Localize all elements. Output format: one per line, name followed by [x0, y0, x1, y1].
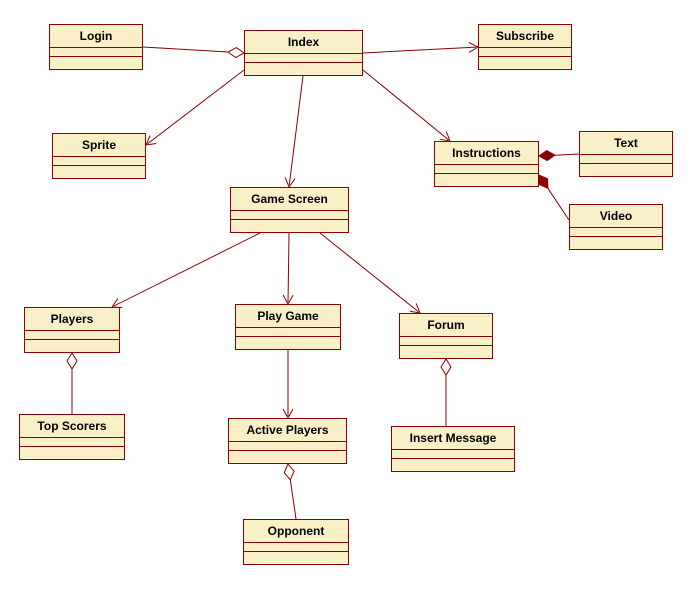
node-forum-title: Forum [400, 314, 492, 337]
node-game-screen: Game Screen [230, 187, 349, 233]
node-insert-message-title: Insert Message [392, 427, 514, 450]
node-players: Players [24, 307, 120, 353]
node-players-title: Players [25, 308, 119, 331]
node-login: Login [49, 24, 143, 70]
node-video: Video [569, 204, 663, 250]
node-instructions: Instructions [434, 141, 539, 187]
node-active-players: Active Players [228, 418, 347, 464]
node-login-title: Login [50, 25, 142, 48]
node-subscribe-title: Subscribe [479, 25, 571, 48]
node-game-screen-title: Game Screen [231, 188, 348, 211]
node-opponent: Opponent [243, 519, 349, 565]
node-active-players-title: Active Players [229, 419, 346, 442]
node-instructions-title: Instructions [435, 142, 538, 165]
node-text: Text [579, 131, 673, 177]
node-play-game: Play Game [235, 304, 341, 350]
node-top-scorers: Top Scorers [19, 414, 125, 460]
node-text-title: Text [580, 132, 672, 155]
node-video-title: Video [570, 205, 662, 228]
node-sprite: Sprite [52, 133, 146, 179]
node-insert-message: Insert Message [391, 426, 515, 472]
node-index-title: Index [245, 31, 362, 54]
node-subscribe: Subscribe [478, 24, 572, 70]
node-opponent-title: Opponent [244, 520, 348, 543]
node-sprite-title: Sprite [53, 134, 145, 157]
node-index: Index [244, 30, 363, 76]
node-top-scorers-title: Top Scorers [20, 415, 124, 438]
node-play-game-title: Play Game [236, 305, 340, 328]
node-forum: Forum [399, 313, 493, 359]
